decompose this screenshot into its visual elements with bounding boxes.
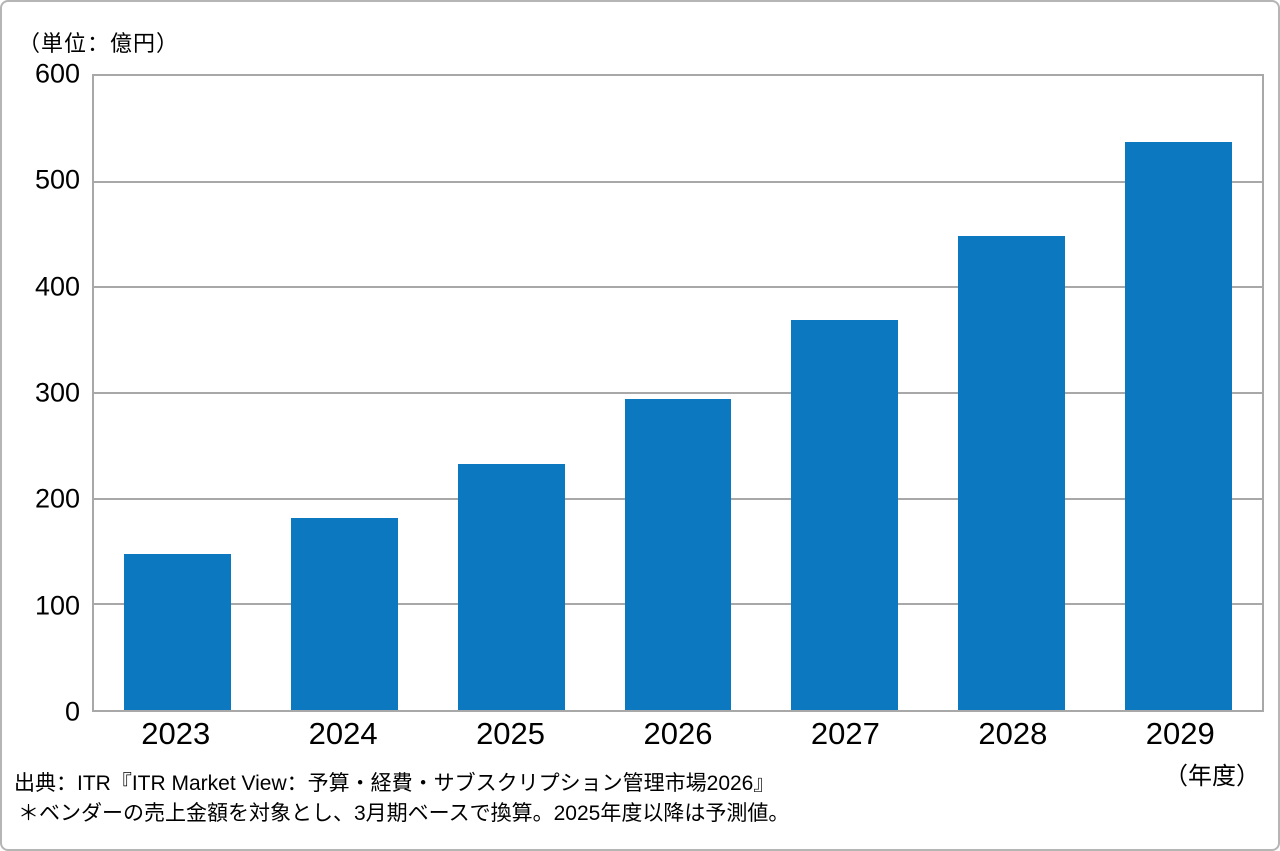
y-axis-tick-label-400: 400: [34, 271, 80, 302]
bar-2025: [457, 463, 565, 710]
y-axis-tick-label-300: 300: [34, 377, 80, 408]
source-note: 出典：ITR『ITR Market View：予算・経費・サブスクリプション管理…: [14, 769, 789, 829]
y-axis-tick-label-0: 0: [64, 696, 80, 727]
plot-area: [92, 74, 1264, 712]
bar-2028: [958, 235, 1066, 710]
y-axis-tick-labels: 0 100 200 300 400 500 600: [2, 59, 80, 727]
x-axis-tick-label-2025: 2025: [476, 716, 546, 751]
y-axis-unit-label: （単位：億円）: [18, 31, 180, 56]
source-line-2: ＊ベンダーの売上金額を対象とし、3月期ベースで換算。2025年度以降は予測値。: [18, 802, 790, 825]
y-axis-tick-label-100: 100: [34, 590, 80, 621]
x-axis-tick-label-2028: 2028: [978, 716, 1048, 751]
gridline-300: [94, 392, 1262, 394]
bar-2023: [124, 553, 231, 710]
source-line-1: 出典：ITR『ITR Market View：予算・経費・サブスクリプション管理…: [14, 772, 775, 795]
bar-2026: [624, 399, 732, 710]
x-axis-unit-label: （年度）: [1164, 763, 1260, 790]
gridline-500: [94, 180, 1262, 183]
x-axis-tick-label-2027: 2027: [810, 716, 880, 751]
y-axis-tick-label-200: 200: [34, 483, 80, 514]
bar-2029: [1125, 141, 1232, 710]
x-axis-tick-labels: 2023 2024 2025 2026 2027 2028 2029: [92, 716, 1264, 756]
x-axis-tick-label-2024: 2024: [308, 716, 378, 751]
y-axis-tick-label-500: 500: [34, 164, 80, 195]
x-axis-tick-label-2026: 2026: [643, 716, 713, 751]
x-axis-tick-label-2029: 2029: [1145, 716, 1215, 751]
bar-2024: [290, 517, 398, 710]
y-axis-tick-label-600: 600: [34, 58, 80, 89]
bar-2027: [791, 320, 899, 710]
x-axis-tick-label-2023: 2023: [141, 716, 211, 751]
gridline-400: [94, 286, 1262, 289]
